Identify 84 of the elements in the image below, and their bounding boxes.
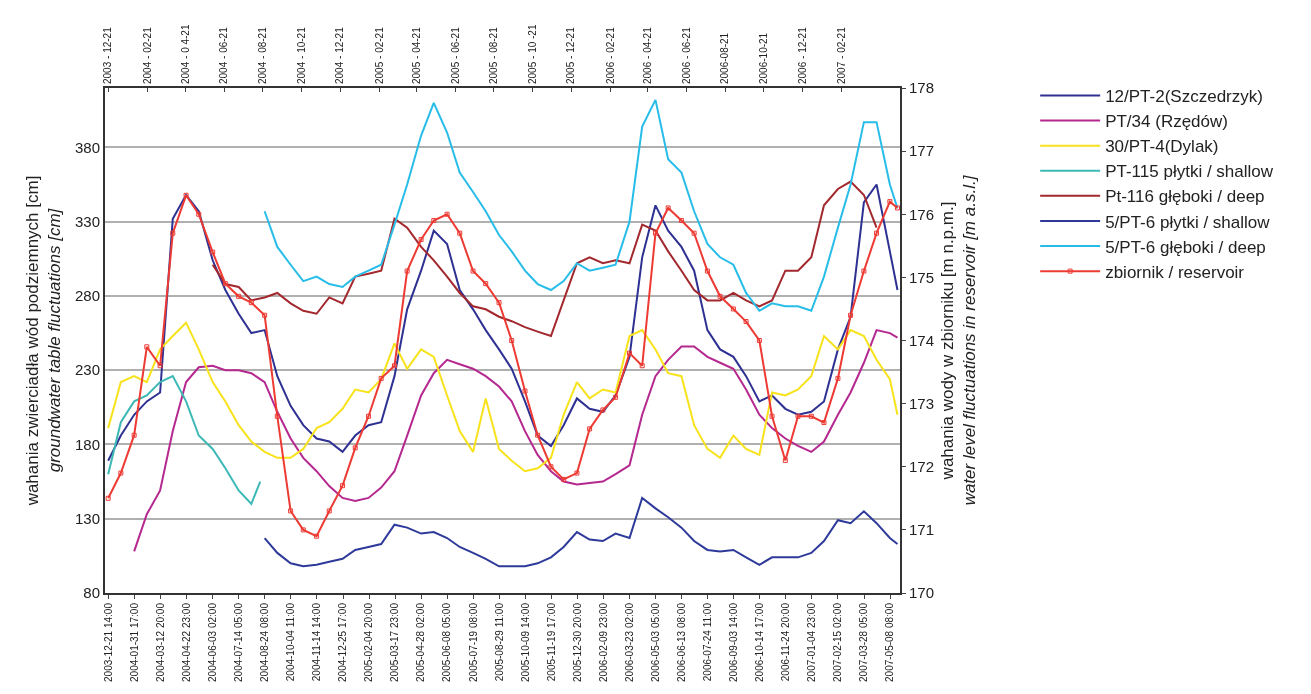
- x-tick-label: 2006-03-23 02:00: [623, 602, 635, 682]
- x2-tick-label: 2006-10-21: [758, 32, 770, 84]
- legend-label: PT-115 płytki / shallow: [1105, 162, 1274, 182]
- x2-tick-label: 2005 - 02-21: [373, 26, 385, 84]
- x-tick-label: 2005-06-08 05:00: [441, 602, 453, 682]
- x-tick-label: 2006-02-09 23:00: [597, 602, 609, 682]
- line-series: [107, 375, 262, 505]
- x2-tick-label: 2005 - 10 -21: [526, 24, 538, 84]
- line-series: [263, 496, 899, 568]
- x-tick-label: 2005-10-09 14:00: [519, 602, 531, 682]
- y2-tick-label: 170: [909, 584, 935, 602]
- x-tick-label: 2007-03-28 05:00: [858, 602, 870, 682]
- x-tick-label: 2005-03-17 23:00: [389, 602, 401, 682]
- x2-tick-label: 2005 - 06-21: [449, 26, 461, 84]
- y2-tick-label: 174: [909, 331, 935, 349]
- x-tick-label: 2005-04-28 02:00: [415, 602, 427, 682]
- y-tick-label: 80: [83, 584, 100, 602]
- line-series: [211, 180, 878, 338]
- line-series: [133, 329, 899, 553]
- x-tick-label: 2006-10-14 17:00: [754, 602, 766, 682]
- x-tick-label: 2007-05-08 08:00: [884, 602, 896, 682]
- y2-tick-label: 173: [909, 394, 935, 412]
- y-tick-label: 380: [74, 138, 100, 156]
- x-tick-label: 2004-06-03 02:00: [206, 602, 218, 682]
- x2-tick-label: 2004 - 0 4-21: [179, 24, 191, 84]
- x-tick-label: 2007-01-04 23:00: [806, 602, 818, 682]
- x-tick-label: 2005-07-19 08:00: [467, 602, 479, 682]
- line-series: [263, 98, 899, 312]
- legend-label: 5/PT-6 płytki / shallow: [1105, 212, 1271, 232]
- x-tick-label: 2004-01-31 17:00: [128, 602, 140, 682]
- y-tick-label: 230: [74, 361, 100, 379]
- legend-label: 5/PT-6 głęboki / deep: [1105, 237, 1266, 257]
- x2-tick-label: 2004 - 06-21: [218, 26, 230, 84]
- y-axis-title: wahania zwierciadła wód podziemnych [cm] groundwater table fluctuations [cm]: [22, 175, 65, 507]
- x2-tick-label: 2007 - 02-21: [835, 26, 847, 84]
- legend-label: 30/PT-4(Dylak): [1105, 137, 1219, 157]
- x-tick-label: 2005-08-29 11:00: [493, 602, 505, 682]
- x-tick-label: 2006-11-24 20:00: [780, 602, 792, 682]
- y-tick-label: 330: [74, 212, 100, 230]
- y2-tick-label: 171: [909, 521, 935, 539]
- x2-tick-label: 2004 - 10-21: [295, 26, 307, 84]
- x-tick-label: 2004-10-04 11:00: [285, 602, 297, 682]
- x-tick-label: 2007-02-15 02:00: [832, 602, 844, 682]
- x2-tick-label: 2003 - 12-21: [102, 26, 114, 84]
- x2-tick-label: 2005 - 08-21: [488, 26, 500, 84]
- x2-tick-label: 2005 - 04-21: [410, 26, 422, 84]
- x-tick-label: 2005-11-19 17:00: [545, 602, 557, 682]
- x-tick-label: 2005-12-30 20:00: [571, 602, 583, 682]
- x-tick-label: 2004-08-24 08:00: [259, 602, 271, 682]
- x2-tick-label: 2006-08-21: [719, 32, 731, 84]
- x2-tick-label: 2006 - 06-21: [680, 26, 692, 84]
- legend-label: PT/34 (Rzędów): [1105, 112, 1228, 132]
- legend-label: Pt-116 głęboki / deep: [1105, 187, 1265, 207]
- x-tick-label: 2004-03-12 20:00: [154, 602, 166, 682]
- x2-tick-label: 2006 - 12-21: [796, 26, 808, 84]
- x-tick-label: 2006-09-03 14:00: [728, 602, 740, 682]
- x-tick-label: 2003-12-21 14:00: [102, 602, 114, 682]
- x2-tick-label: 2006 - 02-21: [604, 26, 616, 84]
- y2-tick-label: 172: [909, 458, 935, 475]
- y2-tick-label: 178: [909, 79, 935, 97]
- x2-tick-label: 2004 - 02-21: [141, 26, 153, 84]
- y-tick-label: 180: [74, 435, 100, 453]
- x2-tick-label: 2006 - 04-21: [642, 26, 654, 84]
- x-tick-label: 2006-06-13 08:00: [675, 602, 687, 682]
- x-tick-label: 2006-07-24 11:00: [701, 602, 713, 682]
- y2-tick-label: 177: [909, 142, 935, 160]
- x-tick-label: 2006-05-03 05:00: [649, 602, 661, 682]
- x2-tick-label: 2004 - 12-21: [334, 26, 346, 84]
- x-tick-label: 2004-12-25 17:00: [337, 602, 349, 682]
- x-tick-label: 2004-04-22 23:00: [180, 602, 192, 682]
- legend-label: zbiornik / reservoir: [1105, 262, 1245, 282]
- y2-axis-title: wahania wody w zbiorniku [m n.p.m.] water level fluctuations in reservoir [m a.s.l.]: [937, 174, 980, 506]
- x2-tick-label: 2005 - 12-21: [565, 26, 577, 84]
- x-tick-label: 2005-02-04 20:00: [363, 602, 375, 682]
- x2-tick-label: 2004 - 08-21: [256, 26, 268, 84]
- y2-tick-label: 176: [909, 205, 935, 223]
- x-tick-label: 2004-07-14 05:00: [233, 602, 245, 682]
- line-series: [107, 183, 899, 462]
- y-tick-label: 130: [74, 509, 100, 527]
- x-tick-label: 2004-11-14 14:00: [311, 602, 323, 682]
- y-tick-label: 280: [74, 287, 100, 305]
- line-series: [107, 321, 899, 473]
- legend-label: 12/PT-2(Szczedrzyk): [1105, 87, 1263, 107]
- y2-tick-label: 175: [909, 268, 935, 286]
